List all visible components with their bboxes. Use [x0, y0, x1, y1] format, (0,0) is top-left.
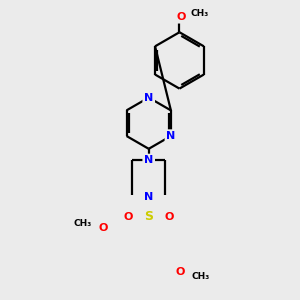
- Text: O: O: [175, 267, 184, 278]
- Text: N: N: [144, 155, 153, 165]
- Text: N: N: [144, 193, 153, 202]
- Text: CH₃: CH₃: [191, 272, 209, 281]
- Text: N: N: [166, 131, 176, 141]
- Text: O: O: [124, 212, 133, 222]
- Text: O: O: [164, 212, 174, 222]
- Text: S: S: [144, 210, 153, 223]
- Text: CH₃: CH₃: [74, 219, 92, 228]
- Text: O: O: [176, 12, 185, 22]
- Text: N: N: [144, 93, 153, 103]
- Text: O: O: [99, 223, 108, 232]
- Text: CH₃: CH₃: [191, 8, 209, 17]
